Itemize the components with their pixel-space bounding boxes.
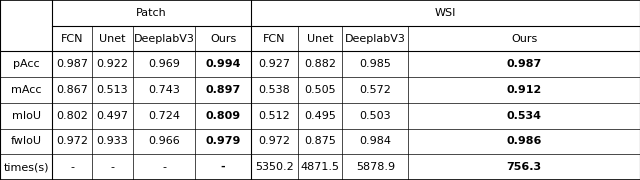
Text: mAcc: mAcc [11, 85, 42, 95]
Text: Unet: Unet [99, 34, 125, 44]
Text: 5350.2: 5350.2 [255, 162, 294, 172]
Text: 0.927: 0.927 [259, 59, 291, 69]
Text: DeeplabV3: DeeplabV3 [345, 34, 406, 44]
Text: 0.572: 0.572 [360, 85, 391, 95]
Text: FCN: FCN [263, 34, 285, 44]
Text: Ours: Ours [210, 34, 236, 44]
Text: 0.987: 0.987 [506, 59, 542, 69]
Text: fwIoU: fwIoU [11, 136, 42, 146]
Text: 0.922: 0.922 [96, 59, 128, 69]
Text: 0.969: 0.969 [148, 59, 180, 69]
Text: 0.538: 0.538 [259, 85, 290, 95]
Text: 0.987: 0.987 [56, 59, 88, 69]
Text: 0.912: 0.912 [506, 85, 542, 95]
Text: 0.867: 0.867 [56, 85, 88, 95]
Text: 0.897: 0.897 [205, 85, 241, 95]
Text: 0.984: 0.984 [360, 136, 392, 146]
Text: 0.505: 0.505 [304, 85, 336, 95]
Text: 0.743: 0.743 [148, 85, 180, 95]
Text: times(s): times(s) [3, 162, 49, 172]
Text: pAcc: pAcc [13, 59, 40, 69]
Text: -: - [162, 162, 166, 172]
Text: Ours: Ours [511, 34, 538, 44]
Text: 0.994: 0.994 [205, 59, 241, 69]
Text: 0.933: 0.933 [97, 136, 128, 146]
Text: 4871.5: 4871.5 [301, 162, 339, 172]
Text: 0.985: 0.985 [360, 59, 391, 69]
Text: DeeplabV3: DeeplabV3 [134, 34, 195, 44]
Text: 0.802: 0.802 [56, 111, 88, 121]
Text: 0.534: 0.534 [507, 111, 541, 121]
Text: 0.979: 0.979 [205, 136, 241, 146]
Text: FCN: FCN [61, 34, 83, 44]
Text: 0.972: 0.972 [56, 136, 88, 146]
Text: Patch: Patch [136, 8, 167, 18]
Text: 0.809: 0.809 [205, 111, 241, 121]
Text: 0.966: 0.966 [148, 136, 180, 146]
Text: Unet: Unet [307, 34, 333, 44]
Text: 0.495: 0.495 [304, 111, 336, 121]
Text: 0.875: 0.875 [304, 136, 336, 146]
Text: 756.3: 756.3 [507, 162, 541, 172]
Text: WSI: WSI [435, 8, 456, 18]
Text: 0.513: 0.513 [97, 85, 128, 95]
Text: -: - [70, 162, 74, 172]
Text: 0.512: 0.512 [259, 111, 290, 121]
Text: 0.724: 0.724 [148, 111, 180, 121]
Text: mIoU: mIoU [12, 111, 41, 121]
Text: 0.986: 0.986 [506, 136, 542, 146]
Text: 0.882: 0.882 [304, 59, 336, 69]
Text: 5878.9: 5878.9 [356, 162, 395, 172]
Text: -: - [110, 162, 115, 172]
Text: 0.497: 0.497 [96, 111, 128, 121]
Text: 0.503: 0.503 [360, 111, 391, 121]
Text: -: - [221, 162, 225, 172]
Text: 0.972: 0.972 [259, 136, 291, 146]
